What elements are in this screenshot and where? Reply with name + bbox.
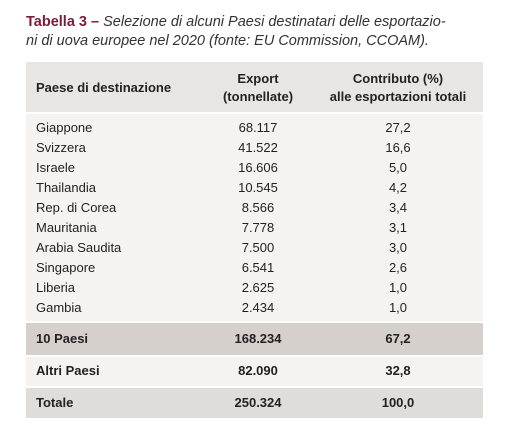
cell: 3,0 [388, 240, 408, 255]
cell: Arabia Saudita [36, 240, 122, 255]
cell: 16.606 [238, 160, 278, 175]
header-cell: (tonnellate) [222, 89, 294, 104]
caption-line: Selezione di alcuni Paesi destinatari de… [103, 14, 446, 30]
summary-cell: 67,2 [385, 331, 411, 346]
cell: 4,2 [388, 180, 408, 195]
caption-line: ni di uova europee nel 2020 (fonte: EU C… [26, 33, 429, 49]
cell: 7.500 [241, 240, 275, 255]
cell: 5,0 [388, 160, 408, 175]
body-bg [26, 114, 483, 321]
cell: Gambia [36, 300, 82, 315]
cell: 10.545 [238, 180, 278, 195]
summary-cell: 250.324 [234, 395, 282, 410]
summary-cell: 32,8 [385, 363, 411, 378]
summary-cell: 100,0 [381, 395, 415, 410]
header-cell: Contributo (%) [352, 71, 444, 86]
cell: 2,6 [388, 260, 408, 275]
caption-label: Tabella 3 – [26, 14, 100, 30]
cell: 3,4 [388, 200, 408, 215]
cell: 1,0 [388, 280, 408, 295]
cell: 16,6 [385, 140, 411, 155]
cell: 7.778 [241, 220, 275, 235]
cell: 27,2 [385, 120, 411, 135]
summary-cell: 168.234 [234, 331, 282, 346]
summary-cell: 82.090 [238, 363, 278, 378]
cell: Mauritania [36, 220, 97, 235]
cell: 1,0 [388, 300, 408, 315]
summary-bg [26, 323, 483, 355]
cell: 6.541 [241, 260, 275, 275]
header-cell: Paese di destinazione [36, 80, 172, 95]
cell: 3,1 [388, 220, 408, 235]
header-bg [26, 62, 483, 112]
header-cell: alle esportazioni totali [329, 89, 467, 104]
cell: Rep. di Corea [36, 200, 117, 215]
summary-cell: 10 Paesi [36, 331, 89, 346]
caption: Tabella 3 – Selezione di alcuni Paesi de… [26, 14, 446, 30]
cell: Svizzera [36, 140, 86, 155]
summary-bg [26, 388, 483, 418]
cell: Thailandia [36, 180, 96, 195]
header-cell: Export [237, 71, 279, 86]
cell: Liberia [36, 280, 76, 295]
cell: Israele [36, 160, 76, 175]
cell: 41.522 [238, 140, 278, 155]
cell: 2.434 [241, 300, 275, 315]
cell: 2.625 [241, 280, 275, 295]
summary-cell: Altri Paesi [36, 363, 100, 378]
summary-cell: Totale [36, 395, 74, 410]
cell: Giappone [36, 120, 93, 135]
summary-bg [26, 357, 483, 386]
cell: 8.566 [241, 200, 275, 215]
cell: 68.117 [238, 120, 278, 135]
cell: Singapore [36, 260, 96, 275]
